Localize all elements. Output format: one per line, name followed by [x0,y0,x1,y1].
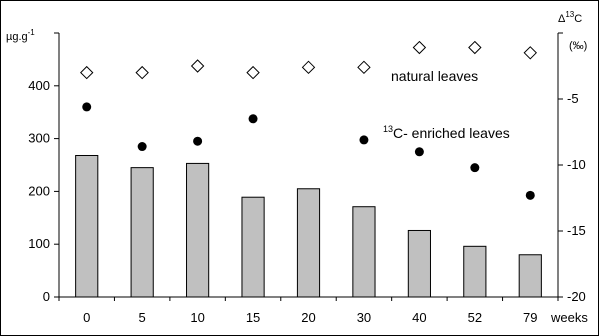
annotation-enriched-leaves: 13C- enriched leaves [383,124,510,141]
x-tick-label-30: 30 [357,310,371,325]
right-tick-label--10: -10 [567,157,586,172]
right-axis-unit: (‰) [569,40,587,52]
annotation-natural-leaves: natural leaves [391,68,478,84]
bar-10 [186,162,210,298]
bar-0 [75,154,99,298]
left-tick-label-0: 0 [43,289,50,304]
natural-leaves-point-15 [246,65,260,80]
natural-leaves-point-0 [80,65,94,80]
x-tick-label-20: 20 [301,310,315,325]
left-tick-label-400: 400 [28,78,50,93]
bar-20 [296,188,321,298]
x-axis-title: weeks [550,310,588,325]
enriched-leaves-point-10 [193,136,203,146]
left-axis-unit: µg.g-1 [6,28,35,43]
bar-52 [463,245,487,298]
natural-leaves-point-5 [135,65,149,80]
right-tick-label--20: -20 [567,289,586,304]
natural-leaves-point-79 [523,46,537,60]
enriched-leaves-point-40 [414,147,424,157]
enriched-leaves-point-30 [359,135,369,145]
left-tick-label-100: 100 [28,236,50,251]
right-tick-label--15: -15 [567,223,586,238]
x-tick-label-52: 52 [468,310,482,325]
x-tick-label-40: 40 [412,310,426,325]
x-tick-label-0: 0 [83,310,90,325]
markers-group [80,40,537,200]
natural-leaves-point-10 [190,59,205,73]
enriched-leaves-point-0 [82,102,92,112]
bar-15 [241,196,265,298]
axes-group: 0 100 200 300 400 -5 -10 -15 -20 0 5 10 15 20 30 40 52 79 [28,32,586,325]
right-axis-title: Δ13C [558,10,582,25]
bar-79 [518,254,542,298]
natural-leaves-point-20 [301,60,316,75]
enriched-leaves-point-79 [525,190,535,200]
left-tick-label-300: 300 [28,131,50,146]
x-tick-label-5: 5 [139,310,146,325]
bars-group [75,154,542,298]
x-tick-label-79: 79 [523,310,537,325]
bar-30 [352,206,376,298]
natural-leaves-point-52 [468,40,482,55]
enriched-leaves-point-15 [248,114,258,124]
left-tick-label-200: 200 [28,183,50,198]
x-tick-label-10: 10 [190,310,204,325]
right-tick-label--5: -5 [567,91,579,106]
enriched-leaves-point-52 [470,163,480,173]
bar-5 [130,167,154,298]
natural-leaves-point-30 [357,60,371,75]
natural-leaves-point-40 [412,40,427,55]
bar-40 [407,229,431,298]
enriched-leaves-point-5 [137,142,147,152]
x-tick-label-15: 15 [246,310,260,325]
